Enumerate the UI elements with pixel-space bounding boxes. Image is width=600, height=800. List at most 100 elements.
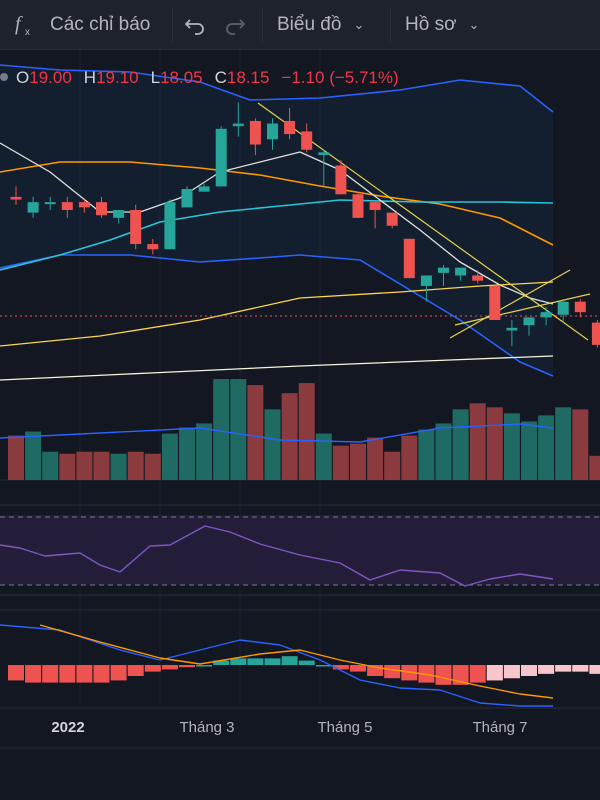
legend-open-key: O: [16, 68, 30, 87]
candle-body: [352, 194, 364, 218]
bollinger-lower-line: [0, 254, 554, 377]
candle-body: [198, 186, 210, 192]
volume-bar: [230, 379, 247, 480]
macd-histogram-bar: [161, 665, 178, 670]
volume-bar: [161, 433, 178, 480]
volume-bar: [315, 433, 332, 480]
macd-histogram-bar: [213, 660, 230, 665]
volume-bar: [401, 435, 418, 480]
redo-button[interactable]: [224, 0, 246, 50]
chart-menu-label: Biểu đồ: [277, 14, 342, 35]
candle-body: [10, 196, 22, 200]
legend-close-value: 18.15: [226, 68, 270, 87]
macd-histogram-bar: [521, 665, 537, 676]
x-axis-label: Tháng 3: [179, 719, 235, 736]
bollinger-fill: [0, 65, 553, 376]
chevron-down-icon: ⌄: [353, 17, 365, 32]
macd-histogram-bar: [332, 665, 349, 670]
candle-body: [403, 238, 415, 279]
macd-histogram-bar: [42, 665, 59, 683]
volume-bar: [538, 415, 555, 480]
candle-body: [386, 212, 398, 226]
macd-histogram-bar: [110, 665, 127, 681]
volume-bar: [25, 431, 42, 480]
volume-bar: [589, 455, 600, 480]
candle-body: [284, 120, 296, 135]
trend-line: [449, 269, 571, 339]
volume-bar: [93, 451, 110, 480]
candle-body: [557, 301, 569, 315]
volume-bar: [332, 445, 349, 480]
macd-histogram-bar: [384, 665, 401, 679]
candle-body: [215, 128, 227, 187]
ohlc-legend: O19.00 H19.10 L18.05 C18.15 −1.10 (−5.71%): [16, 68, 411, 88]
legend-close-key: C: [214, 68, 227, 87]
legend-low-key: L: [150, 68, 161, 87]
candle-body: [420, 275, 432, 286]
candle-body: [130, 210, 142, 245]
macd-histogram-bar: [144, 665, 161, 672]
candle-body: [506, 327, 518, 331]
legend-high-value: 19.10: [96, 68, 139, 87]
candle-body: [113, 210, 125, 218]
candle-body: [249, 120, 261, 145]
toolbar-divider: [172, 8, 173, 42]
volume-bar: [367, 437, 384, 480]
volume-bar: [469, 403, 486, 480]
candle-body: [574, 301, 586, 313]
volume-bar: [521, 421, 537, 480]
redo-icon: [224, 14, 246, 36]
macd-histogram-bar: [367, 665, 384, 676]
legend-open-value: 19.00: [29, 68, 72, 87]
candle-body: [523, 317, 535, 326]
macd-histogram-bar: [589, 665, 600, 674]
volume-bar: [247, 385, 264, 480]
volume-bar: [572, 409, 589, 480]
bollinger-upper-line: [0, 64, 554, 113]
toolbar-divider: [262, 8, 263, 42]
candle-body: [181, 189, 193, 208]
legend-low-value: 18.05: [160, 68, 203, 87]
macd-histogram-bar: [8, 665, 24, 681]
macd-histogram-bar: [315, 665, 332, 667]
volume-bar: [350, 443, 366, 480]
macd-histogram-bar: [298, 660, 315, 665]
volume-bar: [264, 409, 281, 480]
x-axis-label: Tháng 5: [317, 719, 373, 736]
undo-button[interactable]: [184, 0, 206, 50]
chevron-down-icon: ⌄: [468, 17, 480, 32]
indicators-label: Các chỉ báo: [50, 14, 151, 35]
trend-line: [454, 293, 591, 326]
candle-body: [78, 202, 90, 208]
macd-histogram-bar: [572, 665, 589, 672]
legend-high-key: H: [83, 68, 97, 87]
volume-bar: [196, 423, 213, 480]
x-axis-label: 2022: [51, 719, 85, 736]
volume-bar: [435, 423, 452, 480]
toolbar-divider: [390, 8, 391, 42]
chart-menu-button[interactable]: Biểu đồ ⌄: [277, 0, 364, 50]
rsi-band: [0, 515, 600, 585]
volume-bar: [298, 383, 315, 480]
bollinger-basis-line: [0, 161, 554, 246]
volume-bar: [213, 379, 230, 480]
macd-histogram-bar: [93, 665, 110, 683]
svg-text:x: x: [25, 27, 30, 37]
chart-canvas[interactable]: [0, 50, 600, 750]
volume-bar: [127, 451, 144, 480]
candle-body: [164, 202, 176, 250]
profile-menu-label: Hồ sơ: [405, 14, 457, 35]
profile-menu-button[interactable]: Hồ sơ ⌄: [405, 0, 479, 50]
macd-histogram-bar: [25, 665, 42, 683]
candle-body: [472, 275, 484, 281]
volume-bar: [555, 407, 572, 480]
moving-average-xlong-line: [0, 355, 554, 381]
macd-histogram-bar: [503, 665, 520, 679]
volume-bar: [452, 409, 469, 480]
candle-body: [438, 267, 449, 273]
macd-histogram-bar: [264, 658, 281, 665]
candle-body: [369, 202, 381, 210]
